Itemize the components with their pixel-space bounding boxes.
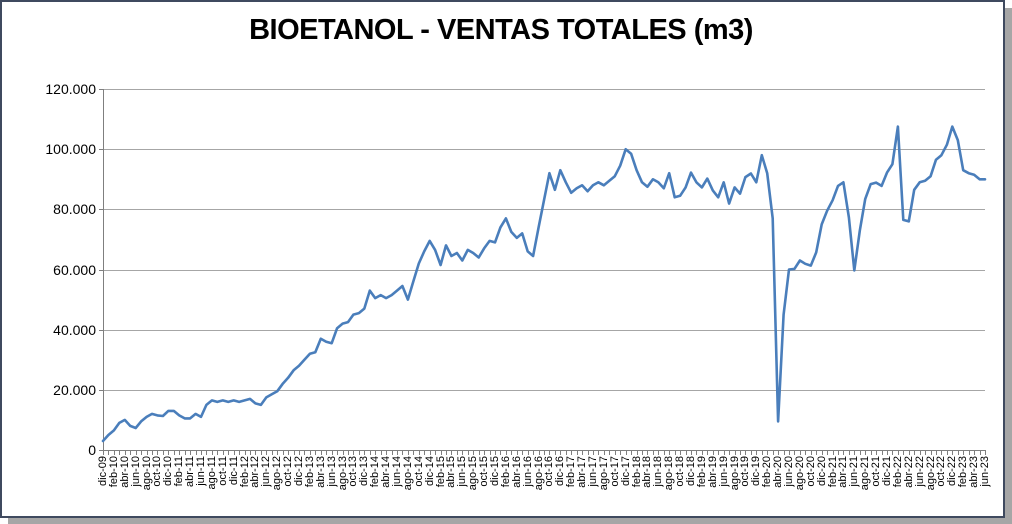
y-tick-label: 60.000 xyxy=(53,261,96,278)
chart-shadow-right xyxy=(1005,8,1012,524)
x-tick-label: oct-11 xyxy=(216,456,229,486)
x-tick-label: dic-20 xyxy=(815,456,828,486)
x-tick-label: jun-10 xyxy=(129,456,142,487)
x-tick-label: abr-13 xyxy=(314,456,327,488)
x-tick-label: dic-11 xyxy=(227,456,240,486)
y-tick-label: 80.000 xyxy=(53,201,96,218)
x-tick-label: jun-22 xyxy=(913,456,926,487)
x-tick-label: dic-14 xyxy=(423,456,436,486)
x-tick-label: jun-16 xyxy=(521,456,534,487)
x-tick-label: oct-20 xyxy=(804,456,817,487)
x-tick-label: oct-14 xyxy=(412,456,425,487)
x-tick-label: abr-16 xyxy=(510,456,523,488)
y-tick-label: 40.000 xyxy=(53,321,96,338)
x-tick-label: abr-22 xyxy=(902,456,915,488)
x-tick-label: jun-19 xyxy=(717,456,730,487)
chart-shadow-bottom xyxy=(8,518,1005,524)
y-tick-label: 0 xyxy=(88,442,96,458)
x-tick-label: dic-17 xyxy=(619,456,632,486)
y-tick-label: 120.000 xyxy=(45,81,96,97)
sales-line-series xyxy=(101,125,987,443)
x-tick-label: jun-13 xyxy=(325,456,338,487)
x-tick-label: oct-17 xyxy=(608,456,621,487)
x-tick-label: abr-19 xyxy=(706,456,719,488)
y-tick-label: 20.000 xyxy=(53,381,96,398)
x-tick-label: jun-23 xyxy=(979,456,991,487)
y-tick-label: 100.000 xyxy=(45,141,96,158)
chart-title: BIOETANOL - VENTAS TOTALES (m3) xyxy=(249,14,753,46)
x-tick-label: abr-10 xyxy=(118,456,131,488)
